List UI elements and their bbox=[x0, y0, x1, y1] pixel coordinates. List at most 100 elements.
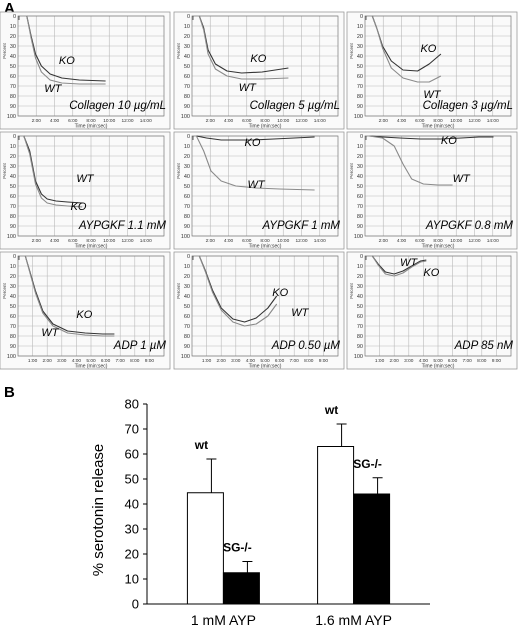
x-tick-label: 2:00 bbox=[43, 358, 53, 364]
y-tick-label: 30 bbox=[125, 522, 139, 537]
y-tick-label: 40 bbox=[357, 174, 363, 180]
y-tick-label: 30 bbox=[10, 284, 16, 290]
y-tick-label: 0 bbox=[13, 134, 16, 140]
y-tick-label: 30 bbox=[184, 44, 190, 50]
y-tick-label: 50 bbox=[125, 472, 139, 487]
x-tick-label: 8:00 bbox=[433, 238, 443, 244]
trace-panel-frame bbox=[346, 131, 518, 250]
x-tick-label: 8:00 bbox=[260, 118, 270, 124]
y-tick-label: 80 bbox=[10, 334, 16, 340]
x-tick-label: 7:00 bbox=[463, 358, 473, 364]
condition-label: ADP 1 µM bbox=[113, 340, 167, 352]
y-tick-label: 70 bbox=[10, 204, 16, 210]
y-tick-label: 100 bbox=[354, 234, 363, 240]
y-tick-label: 100 bbox=[354, 354, 363, 360]
y-tick-label: 50 bbox=[10, 304, 16, 310]
x-tick-label: 10:00 bbox=[277, 118, 289, 124]
bar-annotation-sg: SG-/- bbox=[353, 457, 382, 471]
y-tick-label: 10 bbox=[184, 24, 190, 30]
y-tick-label: 10 bbox=[10, 144, 16, 150]
y-axis-label: Percent bbox=[2, 162, 7, 178]
y-tick-label: 10 bbox=[357, 24, 363, 30]
x-tick-label: 12:00 bbox=[295, 238, 307, 244]
trace-panel-frame bbox=[173, 131, 345, 250]
x-tick-label: 1:00 bbox=[202, 358, 212, 364]
x-tick-label: 10:00 bbox=[450, 238, 462, 244]
trace-label-ko: KO bbox=[76, 309, 92, 321]
x-axis-label: Time (min:sec) bbox=[75, 244, 108, 250]
y-tick-label: 0 bbox=[13, 254, 16, 260]
y-tick-label: 30 bbox=[357, 164, 363, 170]
y-axis-label: Percent bbox=[349, 42, 354, 58]
y-tick-label: 10 bbox=[10, 24, 16, 30]
condition-label: ADP 85 nM bbox=[454, 340, 514, 352]
trace-label-wt: WT bbox=[423, 89, 441, 101]
y-tick-label: 60 bbox=[10, 314, 16, 320]
x-tick-label: 14:00 bbox=[140, 238, 152, 244]
trace-line-wt bbox=[24, 255, 115, 337]
x-category-label: 1 mM AYP bbox=[191, 612, 256, 628]
y-axis-label: Percent bbox=[2, 42, 7, 58]
y-tick-label: 80 bbox=[10, 214, 16, 220]
trace-line-ko bbox=[369, 135, 494, 140]
trace-label-ko: KO bbox=[71, 201, 87, 213]
x-tick-label: 2:00 bbox=[206, 238, 216, 244]
y-tick-label: 30 bbox=[357, 44, 363, 50]
y-tick-label: 100 bbox=[7, 354, 16, 360]
plot-border bbox=[364, 255, 512, 357]
y-tick-label: 90 bbox=[184, 104, 190, 110]
y-tick-label: 30 bbox=[184, 164, 190, 170]
trace-label-ko: KO bbox=[441, 135, 457, 147]
y-axis-label: Percent bbox=[176, 162, 181, 178]
y-tick-label: 60 bbox=[184, 314, 190, 320]
x-tick-label: 4:00 bbox=[224, 238, 234, 244]
x-tick-label: 9:00 bbox=[492, 358, 502, 364]
y-tick-label: 0 bbox=[132, 597, 139, 612]
x-tick-label: 12:00 bbox=[295, 118, 307, 124]
x-tick-label: 5:00 bbox=[86, 358, 96, 364]
y-tick-label: 60 bbox=[184, 194, 190, 200]
panel-a-label: A bbox=[4, 0, 15, 17]
y-tick-label: 90 bbox=[184, 224, 190, 230]
y-tick-label: 0 bbox=[360, 134, 363, 140]
condition-label: Collagen 3 µg/mL bbox=[423, 100, 513, 112]
y-tick-label: 40 bbox=[184, 174, 190, 180]
plot-border bbox=[191, 135, 339, 237]
y-tick-label: 40 bbox=[184, 294, 190, 300]
y-tick-label: 60 bbox=[10, 194, 16, 200]
x-tick-label: 10:00 bbox=[103, 238, 115, 244]
x-tick-label: 6:00 bbox=[448, 358, 458, 364]
y-tick-label: 70 bbox=[357, 84, 363, 90]
x-tick-label: 4:00 bbox=[397, 118, 407, 124]
y-tick-label: 40 bbox=[10, 54, 16, 60]
y-tick-label: 50 bbox=[10, 184, 16, 190]
bar-annotation-wt: wt bbox=[324, 403, 338, 417]
trace-label-wt: WT bbox=[44, 83, 62, 95]
y-tick-label: 80 bbox=[184, 94, 190, 100]
trace-line-wt bbox=[369, 135, 453, 186]
x-tick-label: 4:00 bbox=[397, 238, 407, 244]
y-tick-label: 100 bbox=[181, 354, 190, 360]
x-tick-label: 8:00 bbox=[86, 238, 96, 244]
trace-panel-frame bbox=[0, 11, 171, 130]
y-tick-label: 60 bbox=[357, 194, 363, 200]
condition-label: Collagen 5 µg/mL bbox=[250, 100, 340, 112]
y-tick-label: 90 bbox=[10, 104, 16, 110]
x-tick-label: 2:00 bbox=[217, 358, 227, 364]
y-tick-label: 0 bbox=[187, 134, 190, 140]
x-tick-label: 2:00 bbox=[206, 118, 216, 124]
x-tick-label: 14:00 bbox=[487, 238, 499, 244]
x-tick-label: 3:00 bbox=[404, 358, 414, 364]
y-tick-label: 20 bbox=[125, 547, 139, 562]
x-tick-label: 2:00 bbox=[32, 238, 42, 244]
x-tick-label: 14:00 bbox=[314, 118, 326, 124]
y-tick-label: 90 bbox=[357, 104, 363, 110]
y-tick-label: 90 bbox=[357, 224, 363, 230]
x-tick-label: 2:00 bbox=[32, 118, 42, 124]
x-tick-label: 14:00 bbox=[140, 118, 152, 124]
trace-panel: 0 10 20 30 40 50 60 70 80 90 100 Percent 2:00 4:00 6:0… bbox=[0, 11, 171, 130]
y-tick-label: 50 bbox=[184, 64, 190, 70]
x-tick-label: 2:00 bbox=[379, 118, 389, 124]
plot-border bbox=[17, 15, 165, 117]
y-tick-label: 0 bbox=[360, 14, 363, 20]
